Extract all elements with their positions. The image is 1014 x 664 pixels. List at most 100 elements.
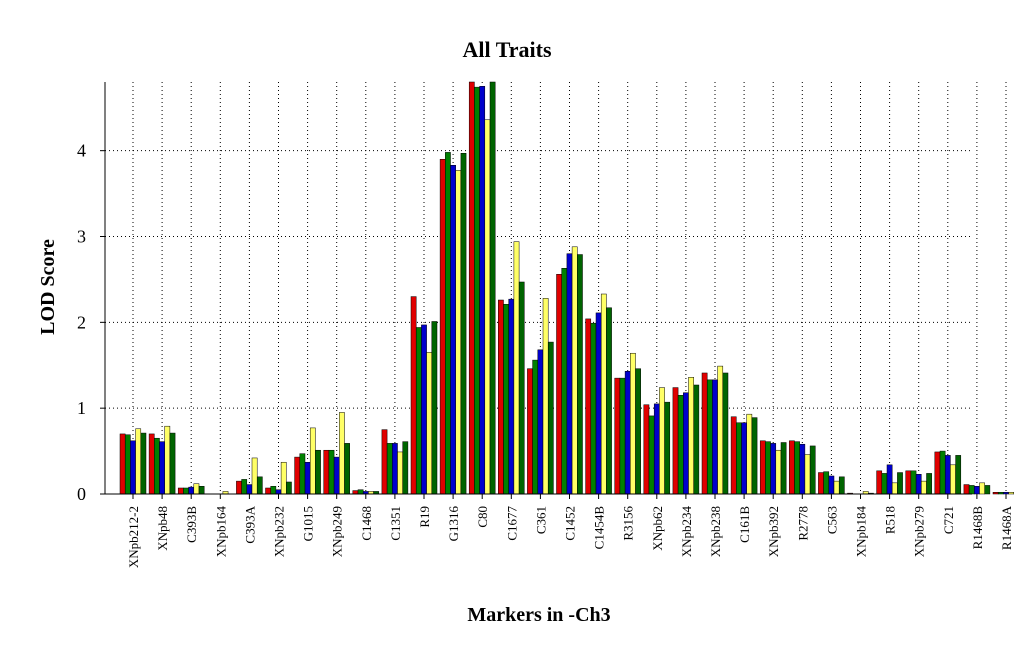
- x-tick-label: G1015: [301, 506, 316, 541]
- bar-series-4: [164, 425, 171, 495]
- y-axis-label: LOD Score: [37, 239, 59, 335]
- bar-series-1: [410, 296, 417, 495]
- bar-series-3: [944, 455, 951, 495]
- x-tick-label: C1468: [359, 506, 374, 541]
- bar-series-5: [838, 476, 845, 495]
- x-tick-label: XNpb212-2: [126, 506, 141, 568]
- bar-series-2: [357, 489, 364, 495]
- bar-series-3: [333, 456, 340, 495]
- bar-series-2: [997, 492, 1004, 495]
- bar-series-3: [1003, 492, 1009, 495]
- bar-series-1: [236, 480, 242, 495]
- bar-series-4: [484, 119, 491, 495]
- bar-series-1: [265, 487, 271, 495]
- bar-series-3: [974, 486, 980, 495]
- bar-series-2: [183, 487, 189, 495]
- bar-series-4: [979, 482, 985, 495]
- bar-series-5: [926, 473, 932, 495]
- x-tick-labels: XNpb212-2 XNpb48 C393B XNpb164 C393A XNpb232 G…: [126, 505, 1014, 568]
- axes: [100, 82, 1007, 499]
- bar-series-3: [130, 440, 136, 495]
- bar-series-1: [759, 440, 766, 495]
- x-tick-label: C361: [533, 506, 548, 534]
- bars: [119, 81, 1014, 495]
- bar-series-3: [683, 392, 689, 495]
- x-tick-label: XNpb48: [155, 506, 170, 551]
- bar-series-2: [765, 441, 771, 495]
- bar-series-5: [344, 443, 350, 495]
- bar-series-4: [659, 387, 665, 495]
- bar-series-2: [648, 415, 655, 495]
- x-tick-label: XNpb164: [213, 506, 228, 558]
- x-tick-label: C721: [941, 506, 956, 534]
- x-tick-label: C161B: [737, 506, 752, 543]
- bar-series-1: [992, 492, 999, 495]
- bar-series-2: [445, 152, 451, 495]
- bar-series-1: [730, 416, 737, 495]
- bar-series-3: [508, 298, 515, 495]
- bar-series-2: [386, 443, 393, 495]
- bar-series-3: [799, 443, 806, 495]
- bar-series-1: [323, 449, 330, 495]
- bar-series-1: [963, 484, 970, 495]
- bar-series-3: [915, 474, 922, 495]
- bar-series-2: [619, 377, 626, 495]
- x-tick-label: C1677: [504, 506, 519, 541]
- x-tick-label: XNpb234: [679, 506, 694, 558]
- bar-series-1: [148, 433, 155, 495]
- bar-series-1: [614, 377, 621, 495]
- x-tick-label: C1452: [563, 506, 578, 541]
- bar-series-4: [280, 461, 287, 495]
- bar-series-5: [169, 432, 176, 495]
- bar-series-2: [706, 379, 713, 495]
- x-tick-label: R518: [883, 506, 898, 534]
- bar-series-1: [381, 429, 388, 495]
- bar-series-5: [315, 449, 321, 495]
- bar-series-4: [833, 480, 840, 495]
- bar-series-5: [577, 254, 583, 495]
- bar-series-4: [455, 170, 462, 495]
- bar-series-1: [876, 470, 883, 495]
- bar-series-5: [751, 417, 758, 495]
- x-tick-label: XNpb249: [330, 506, 345, 557]
- bar-series-1: [498, 299, 504, 495]
- bar-series-3: [188, 486, 195, 495]
- x-tick-label: R3156: [621, 506, 636, 541]
- bar-series-2: [503, 304, 509, 495]
- x-tick-label: C1454B: [592, 506, 607, 550]
- bar-series-2: [415, 327, 422, 495]
- bar-series-4: [513, 241, 520, 495]
- x-tick-label: C393A: [242, 505, 257, 543]
- chart-title: All Traits: [462, 37, 551, 62]
- x-tick-label: XNpb184: [854, 506, 869, 558]
- bar-series-1: [556, 274, 562, 495]
- bar-series-4: [921, 480, 927, 495]
- y-tick-label: 3: [77, 227, 86, 247]
- bar-series-2: [736, 422, 742, 495]
- x-tick-label: XNpb279: [912, 506, 927, 557]
- bar-series-5: [809, 445, 816, 495]
- bar-series-3: [159, 441, 165, 495]
- bar-series-3: [537, 349, 544, 495]
- bar-series-1: [643, 404, 650, 495]
- bar-series-1: [119, 433, 126, 495]
- bar-series-4: [571, 246, 578, 495]
- x-tick-label: XNpb238: [708, 506, 723, 557]
- bar-series-4: [804, 454, 811, 495]
- bar-series-3: [886, 464, 893, 495]
- bar-series-5: [140, 432, 147, 495]
- y-tick-label: 0: [77, 484, 86, 504]
- bar-series-4: [542, 298, 549, 495]
- bar-series-1: [672, 387, 679, 495]
- bar-series-5: [547, 341, 554, 495]
- bar-series-1: [789, 440, 795, 495]
- bar-series-5: [518, 281, 525, 495]
- bar-series-1: [701, 372, 708, 495]
- bar-series-4: [775, 449, 782, 495]
- x-tick-label: C1351: [388, 506, 403, 541]
- bar-series-2: [939, 450, 946, 495]
- bar-series-2: [561, 268, 568, 495]
- bar-series-3: [479, 86, 486, 495]
- bar-series-2: [474, 86, 480, 495]
